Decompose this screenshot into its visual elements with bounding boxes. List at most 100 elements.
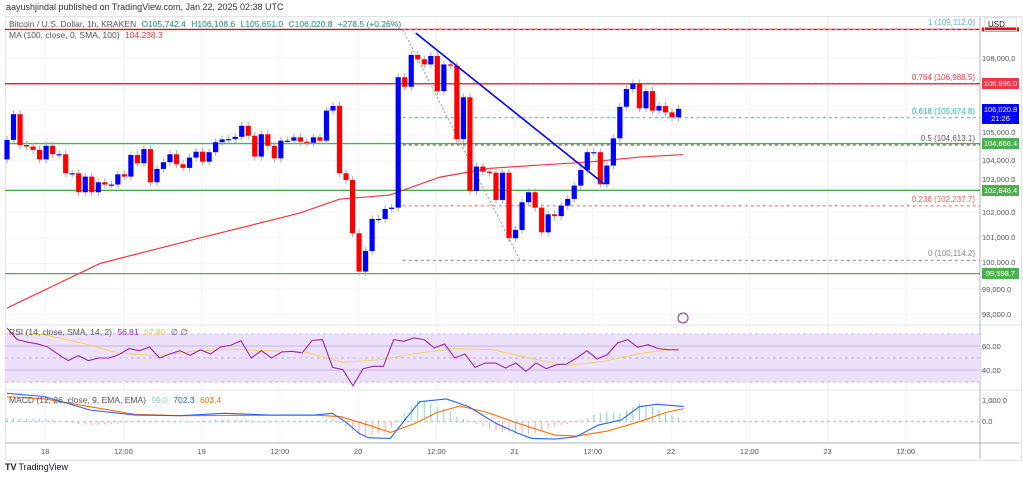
candle <box>167 154 173 163</box>
candle <box>297 137 303 142</box>
candle <box>499 172 506 200</box>
candle <box>115 174 121 185</box>
currency-selector[interactable]: USD <box>984 17 1017 31</box>
candle <box>539 207 545 233</box>
candle <box>10 114 17 140</box>
candle <box>636 83 643 109</box>
candle <box>219 139 225 143</box>
candle <box>408 54 414 87</box>
candle <box>43 145 49 160</box>
candle <box>141 149 147 164</box>
candle <box>134 155 140 164</box>
time-tick-label: 20 <box>353 447 363 456</box>
candle <box>265 134 271 146</box>
time-tick-label: 19 <box>197 447 206 456</box>
time-tick-label: 21 <box>510 447 519 456</box>
candle <box>226 139 232 141</box>
candle <box>565 198 571 206</box>
ohlc-low: L105,651.0 <box>240 19 284 29</box>
rsi-line <box>6 327 679 387</box>
candle <box>239 125 245 137</box>
candle <box>662 106 669 113</box>
ohlc-high: H106,108.6 <box>191 19 236 29</box>
candle <box>402 77 408 87</box>
candle <box>623 89 629 107</box>
candle <box>454 65 460 140</box>
macd-axis-label: 1,000.0 <box>982 395 1008 405</box>
candle <box>232 136 238 140</box>
candle <box>4 139 10 160</box>
price-change: +278.5 (+0.26%) <box>337 19 402 29</box>
price-tick-label: 102,000.0 <box>982 207 1016 217</box>
candle <box>128 155 134 177</box>
symbol-name[interactable]: Bitcoin / U.S. Dollar, 1h, KRAKEN <box>9 19 137 29</box>
candle <box>50 145 56 155</box>
time-tick-label: 12:00 <box>583 447 603 456</box>
candle <box>63 154 69 174</box>
candle <box>56 154 62 156</box>
candle <box>473 166 480 191</box>
price-tick-label: 104,000.0 <box>982 156 1016 166</box>
price-tick-label: 105,000.0 <box>982 128 1016 138</box>
time-tick-label: 23 <box>823 447 832 456</box>
rsi-sma-value: 57.80 <box>144 327 166 337</box>
rsi-sma-line <box>6 332 679 366</box>
candle <box>76 173 82 193</box>
candle <box>206 152 212 162</box>
time-tick-label: 12:00 <box>270 447 290 456</box>
time-tick-label: 12:00 <box>113 447 133 456</box>
candle <box>245 125 251 136</box>
candle <box>336 106 343 174</box>
candle <box>486 171 493 173</box>
rsi-axis-label: 60.00 <box>982 341 1001 351</box>
fib-trend-line <box>402 29 521 261</box>
candle <box>591 152 597 154</box>
candle <box>271 145 277 159</box>
candle <box>532 192 538 208</box>
candle <box>434 55 440 92</box>
last-price: 106,020.8 <box>983 105 1018 114</box>
fib-level-label: 0.618 (105,674.8) <box>911 106 975 116</box>
candle <box>480 166 486 172</box>
candle <box>278 140 284 159</box>
candle <box>493 172 499 200</box>
candle <box>382 208 388 219</box>
rsi-extra: ∅ ∅ <box>170 327 188 337</box>
replay-icon <box>677 312 689 324</box>
ma-legend[interactable]: MA (100, close, 0, SMA, 100) 104,238.3 <box>9 30 166 40</box>
candle <box>389 207 395 209</box>
macd-legend[interactable]: MACD (12, 26, close, 9, EMA, EMA) 99.0 7… <box>9 395 224 405</box>
candle <box>108 184 114 186</box>
chart-frame[interactable] <box>5 16 1022 461</box>
candle <box>95 182 101 193</box>
candle <box>578 169 584 186</box>
candle <box>363 251 369 272</box>
candle <box>23 145 30 147</box>
candle <box>343 173 349 180</box>
candle <box>604 165 610 185</box>
price-line-tag: 102,846.4 <box>982 184 1019 196</box>
candle <box>147 149 154 183</box>
price-tick-label: 108,000.0 <box>982 53 1016 63</box>
tradingview-logo[interactable]: TV TradingView <box>5 462 68 472</box>
rsi-legend[interactable]: RSI (14, close, SMA, 14, 2) 56.81 57.80 … <box>9 327 191 337</box>
candle <box>656 106 662 111</box>
candle <box>284 140 290 142</box>
top-price-tag <box>982 27 1019 32</box>
candle <box>526 192 532 203</box>
candle <box>291 137 297 141</box>
price-tick-label: 101,000.0 <box>982 233 1016 243</box>
candle <box>82 176 88 193</box>
symbol-legend: Bitcoin / U.S. Dollar, 1h, KRAKEN O105,7… <box>9 19 404 29</box>
candle <box>441 64 447 92</box>
time-tick-label: 18 <box>40 447 50 456</box>
candle <box>506 172 512 239</box>
candle <box>323 110 330 141</box>
fib-level-label: 0 (100,114.2) <box>928 249 975 259</box>
rsi-label: RSI (14, close, SMA, 14, 2) <box>9 327 112 337</box>
ohlc-close: C106,020.8 <box>288 19 333 29</box>
price-tick-label: 99,000.0 <box>982 284 1012 294</box>
time-tick-label: 12:00 <box>739 447 759 456</box>
candle <box>545 214 551 233</box>
